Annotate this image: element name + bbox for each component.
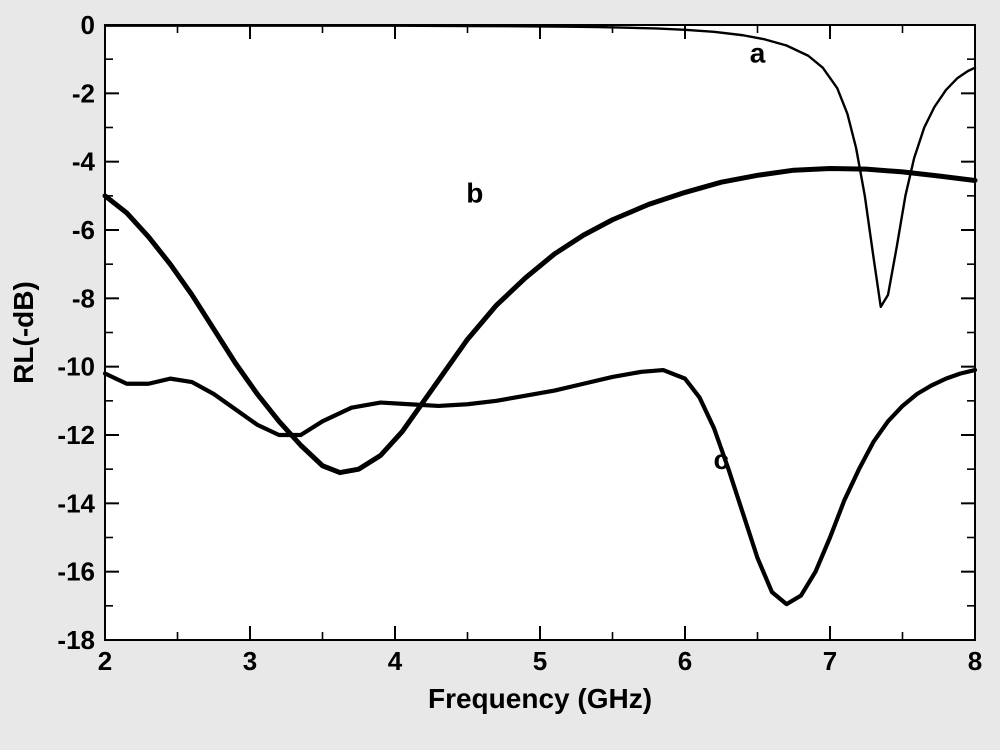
plot-area [105,25,975,640]
y-tick-label: -10 [57,352,95,382]
x-tick-label: 6 [678,646,692,676]
series-label-b: b [466,178,483,209]
x-axis-label: Frequency (GHz) [428,683,652,714]
y-tick-label: -8 [72,283,95,313]
y-tick-label: -2 [72,78,95,108]
y-tick-label: -6 [72,215,95,245]
y-tick-label: -4 [72,147,96,177]
x-tick-label: 2 [98,646,112,676]
y-tick-label: -16 [57,557,95,587]
x-tick-label: 5 [533,646,547,676]
x-tick-label: 8 [968,646,982,676]
x-tick-label: 7 [823,646,837,676]
series-label-a: a [750,38,766,69]
chart-container: 2 3 4 5 6 7 8 0 -2 -4 -6 -8 -10 -12 -14 -16 -18 Frequency… [0,0,1000,750]
x-tick-label: 4 [388,646,403,676]
y-tick-label: -14 [57,488,95,518]
y-axis-label: RL(-dB) [8,281,39,384]
y-tick-label: 0 [81,10,95,40]
y-tick-label: -18 [57,625,95,655]
line-chart: 2 3 4 5 6 7 8 0 -2 -4 -6 -8 -10 -12 -14 -16 -18 Frequency… [0,0,1000,750]
x-tick-label: 3 [243,646,257,676]
y-tick-label: -12 [57,420,95,450]
series-label-c: c [713,444,729,475]
